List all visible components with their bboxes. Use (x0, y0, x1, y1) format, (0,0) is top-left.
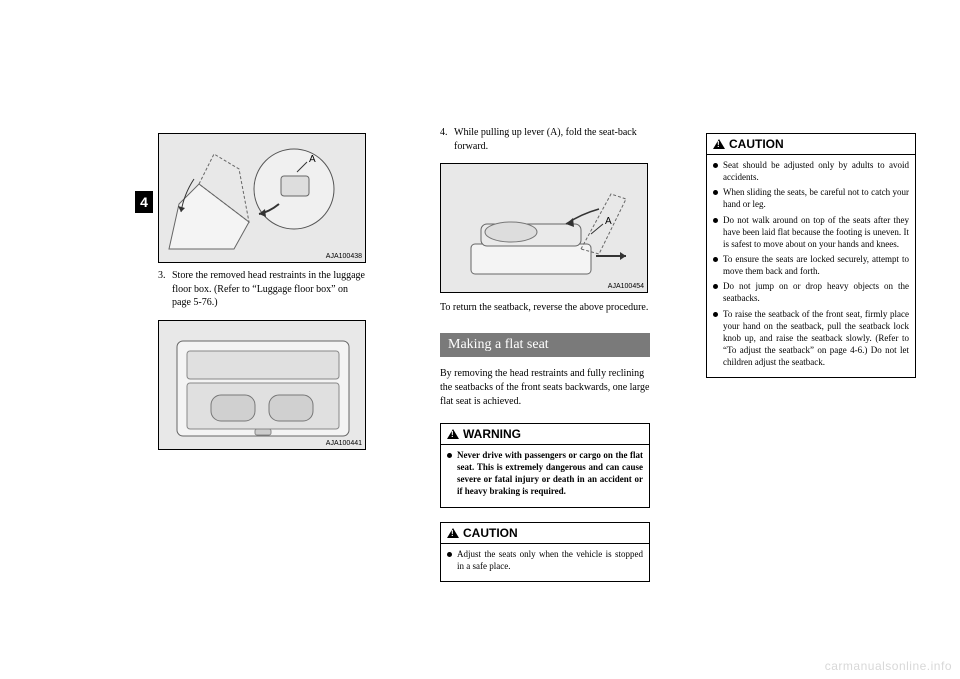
step-number: 3. (158, 269, 172, 310)
caution-title: CAUTION (463, 526, 518, 540)
caution-item: Do not jump on or drop heavy objects on … (713, 280, 909, 304)
seatback-fold-illustration: A (441, 164, 648, 293)
caution-item: Do not walk around on top of the seats a… (713, 214, 909, 250)
warning-title: WARNING (463, 427, 521, 441)
side-page-tab: 4 (135, 191, 153, 213)
column-3: CAUTION Seat should be adjusted only by … (706, 133, 916, 378)
figure-code: AJA100441 (326, 440, 362, 447)
caution-box: CAUTION Adjust the seats only when the v… (440, 522, 650, 582)
figure-seat-fold-lever: A AJA100438 (158, 133, 366, 263)
column-1: A AJA100438 3. Store the removed head re… (158, 133, 368, 450)
reverse-text: To return the seatback, reverse the abov… (440, 301, 650, 315)
caution-body: Seat should be adjusted only by adults t… (707, 155, 915, 377)
luggage-box-illustration (159, 321, 366, 450)
caution-icon (713, 139, 725, 149)
section-heading-flat-seat: Making a flat seat (440, 333, 650, 357)
callout-label-a: A (605, 216, 612, 227)
watermark: carmanualsonline.info (825, 659, 952, 673)
step-text: While pulling up lever (A), fold the sea… (454, 126, 650, 153)
seat-lever-illustration: A (159, 134, 366, 263)
caution-header: CAUTION (707, 134, 915, 155)
caution-header: CAUTION (441, 523, 649, 544)
step-text: Store the removed head restraints in the… (172, 269, 368, 310)
figure-code: AJA100438 (326, 253, 362, 260)
step-number: 4. (440, 126, 454, 153)
step-4: 4. While pulling up lever (A), fold the … (440, 126, 650, 153)
caution-item: Seat should be adjusted only by adults t… (713, 159, 909, 183)
warning-box: WARNING Never drive with passengers or c… (440, 423, 650, 508)
warning-icon (447, 429, 459, 439)
warning-item: Never drive with passengers or cargo on … (447, 449, 643, 498)
caution-item: To ensure the seats are locked securely,… (713, 253, 909, 277)
caution-body: Adjust the seats only when the vehicle i… (441, 544, 649, 581)
warning-header: WARNING (441, 424, 649, 445)
figure-luggage-box: AJA100441 (158, 320, 366, 450)
figure-code: AJA100454 (608, 283, 644, 290)
caution-item: When sliding the seats, be careful not t… (713, 186, 909, 210)
caution-item: To raise the seatback of the front seat,… (713, 308, 909, 369)
caution-icon (447, 528, 459, 538)
figure-seatback-fold: A AJA100454 (440, 163, 648, 293)
caution-box-right: CAUTION Seat should be adjusted only by … (706, 133, 916, 378)
flat-seat-text: By removing the head restraints and full… (440, 367, 650, 409)
caution-item: Adjust the seats only when the vehicle i… (447, 548, 643, 572)
caution-title: CAUTION (729, 137, 784, 151)
callout-label-a: A (309, 154, 316, 165)
warning-body: Never drive with passengers or cargo on … (441, 445, 649, 507)
column-2: 4. While pulling up lever (A), fold the … (440, 126, 650, 582)
step-3: 3. Store the removed head restraints in … (158, 269, 368, 310)
